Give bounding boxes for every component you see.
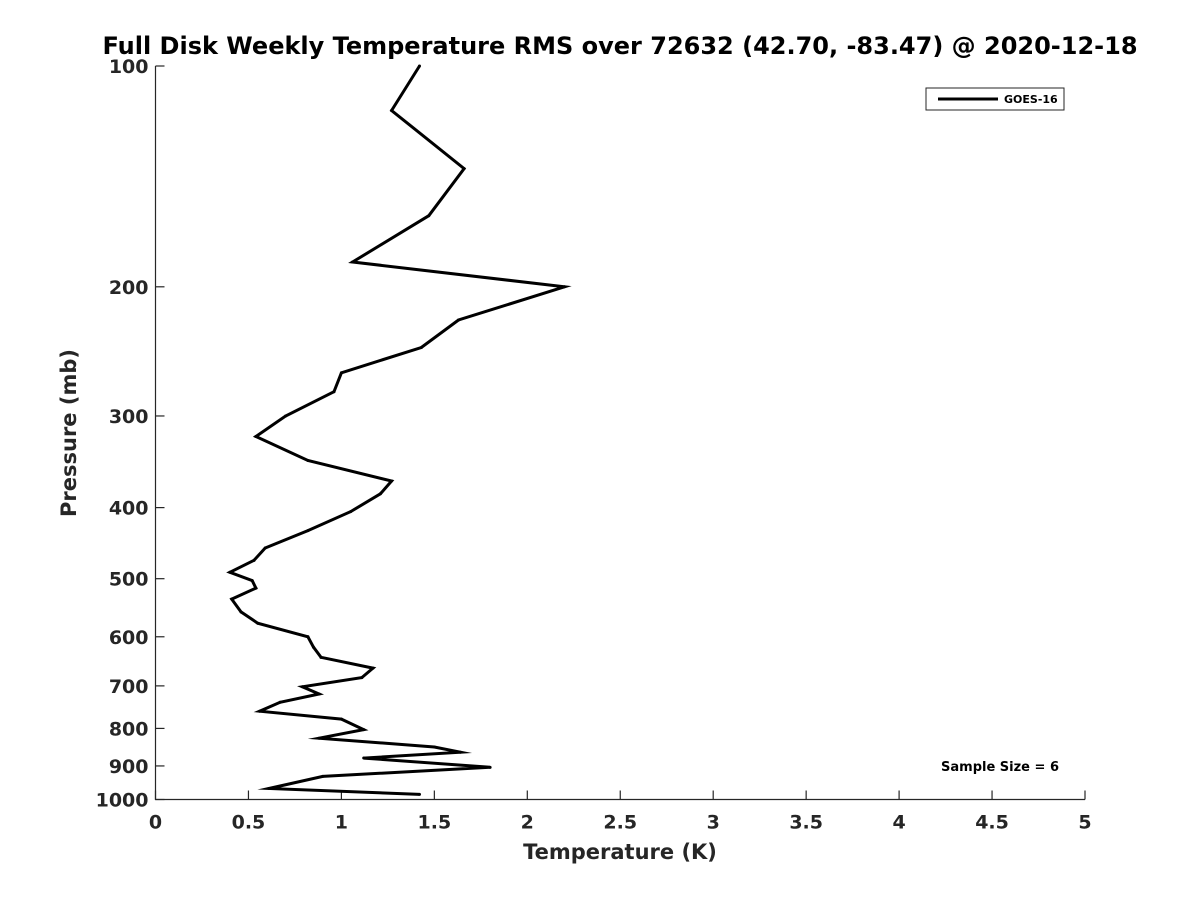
data-point xyxy=(317,692,321,696)
data-point xyxy=(371,666,375,670)
data-point xyxy=(321,774,325,778)
data-point xyxy=(362,728,366,732)
data-point xyxy=(319,655,323,659)
x-tick-label: 5 xyxy=(1078,812,1091,834)
legend-label-goes-16: GOES-16 xyxy=(1004,93,1058,106)
y-tick-label: 900 xyxy=(109,756,149,778)
data-point xyxy=(228,570,232,574)
data-point xyxy=(263,546,267,550)
data-point xyxy=(312,645,316,649)
data-point xyxy=(339,371,343,375)
x-tick-label: 3.5 xyxy=(789,812,823,834)
data-point xyxy=(254,435,258,439)
y-tick-label: 800 xyxy=(109,718,149,740)
data-point xyxy=(488,765,492,769)
y-tick-label: 100 xyxy=(109,56,149,78)
data-point xyxy=(332,390,336,394)
data-point xyxy=(300,685,304,689)
data-point xyxy=(462,167,466,171)
data-point xyxy=(267,786,271,790)
y-tick-label: 600 xyxy=(109,627,149,649)
x-tick-label: 4 xyxy=(892,812,905,834)
data-point xyxy=(562,285,566,289)
y-tick-label: 700 xyxy=(109,676,149,698)
data-point xyxy=(339,717,343,721)
x-tick-label: 0.5 xyxy=(232,812,266,834)
data-point xyxy=(457,318,461,322)
data-point xyxy=(427,214,431,218)
x-axis-label: Temperature (K) xyxy=(523,840,717,864)
data-point xyxy=(306,635,310,639)
x-tick-label: 3 xyxy=(707,812,720,834)
data-point xyxy=(306,529,310,533)
data-point xyxy=(419,346,423,350)
data-point xyxy=(390,109,394,113)
data-point xyxy=(360,676,364,680)
data-point xyxy=(417,792,421,796)
y-tick-label: 1000 xyxy=(96,790,149,812)
x-tick-label: 0 xyxy=(149,812,162,834)
x-tick-label: 1 xyxy=(335,812,348,834)
data-point xyxy=(458,750,462,754)
chart-title: Full Disk Weekly Temperature RMS over 72… xyxy=(102,32,1137,60)
x-tick-label: 4.5 xyxy=(975,812,1009,834)
sample-size-annotation: Sample Size = 6 xyxy=(941,760,1059,775)
y-tick-label: 200 xyxy=(109,277,149,299)
y-ticks: 100 200 300 400 500 600 700 800 900 1000 xyxy=(96,56,165,812)
data-point xyxy=(256,621,260,625)
x-tick-label: 2.5 xyxy=(603,812,637,834)
data-point xyxy=(306,458,310,462)
data-point xyxy=(254,586,258,590)
y-axis-label: Pressure (mb) xyxy=(57,349,81,517)
data-point xyxy=(390,479,394,483)
data-point xyxy=(284,414,288,418)
data-point xyxy=(362,756,366,760)
y-tick-label: 400 xyxy=(109,498,149,520)
data-point xyxy=(317,736,321,740)
data-point xyxy=(239,610,243,614)
data-point xyxy=(230,597,234,601)
x-tick-label: 2 xyxy=(521,812,534,834)
series-line-goes-16 xyxy=(226,65,572,796)
data-point xyxy=(252,558,256,562)
y-tick-label: 500 xyxy=(109,569,149,591)
data-point xyxy=(349,510,353,514)
legend: GOES-16 xyxy=(925,87,1065,111)
data-point xyxy=(432,745,436,749)
x-ticks: 0 0.5 1 1.5 2 2.5 3 3.5 4 4.5 5 xyxy=(149,790,1092,834)
data-point xyxy=(250,579,254,583)
series-group xyxy=(226,64,572,796)
data-point xyxy=(258,709,262,713)
y-tick-label: 300 xyxy=(109,406,149,428)
data-point xyxy=(417,64,421,68)
data-point xyxy=(278,700,282,704)
x-tick-label: 1.5 xyxy=(418,812,452,834)
data-point xyxy=(378,492,382,496)
data-point xyxy=(351,260,355,264)
